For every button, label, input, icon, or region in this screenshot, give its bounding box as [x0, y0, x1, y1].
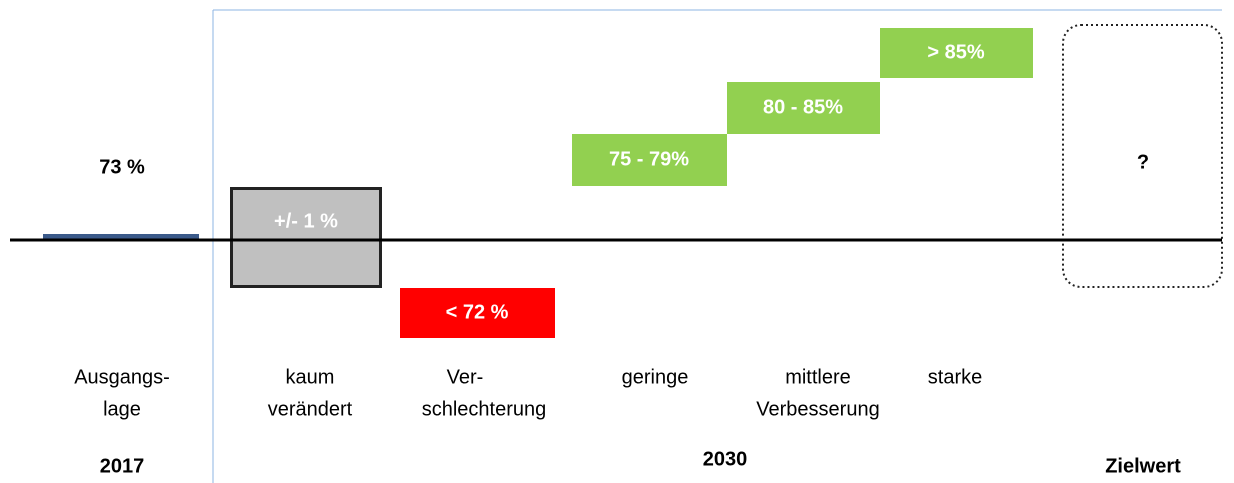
target-box	[1062, 24, 1223, 288]
label: Ver-	[447, 366, 484, 388]
label: kaum	[286, 366, 335, 388]
box-text: < 72 %	[446, 301, 509, 323]
year-label: 2017	[100, 455, 145, 477]
box-worse	[400, 288, 555, 338]
label: verändert	[268, 398, 353, 420]
period-label: 2030	[703, 448, 748, 470]
label: geringe	[622, 366, 689, 388]
box-mid	[727, 82, 880, 134]
box-unchanged	[230, 187, 382, 288]
label: starke	[928, 366, 982, 388]
target-label: Zielwert	[1105, 455, 1181, 477]
box-text: +/- 1 %	[274, 210, 338, 232]
box-text: 75 - 79%	[609, 148, 689, 170]
target-value: ?	[1137, 151, 1149, 173]
label: lage	[103, 398, 141, 420]
baseline-value: 73 %	[99, 156, 145, 178]
baseline-bar	[43, 234, 199, 240]
box-low	[572, 134, 727, 186]
label: Verbesserung	[756, 398, 879, 420]
label: mittlere	[785, 366, 851, 388]
box-high	[880, 28, 1033, 78]
label: schlechterung	[422, 398, 547, 420]
box-text: 80 - 85%	[763, 96, 843, 118]
box-text: > 85%	[927, 41, 984, 63]
label: Ausgangs-	[74, 366, 170, 388]
